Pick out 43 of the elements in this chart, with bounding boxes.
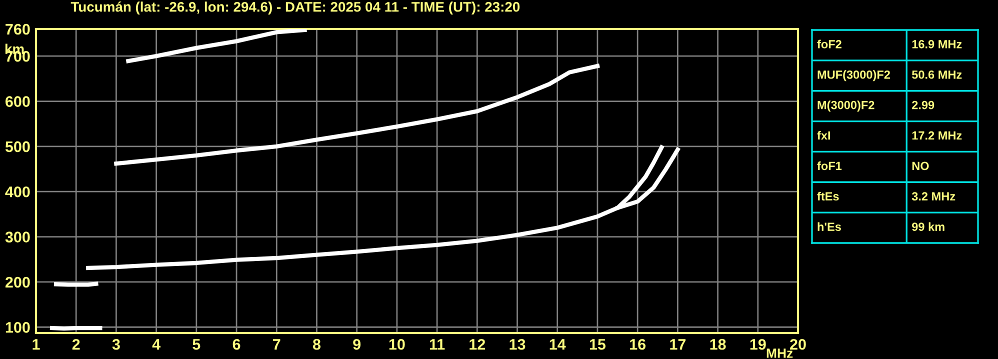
x-tick-label: 13	[510, 338, 526, 350]
x-tick-label: 19	[750, 338, 766, 350]
text: fxI	[817, 130, 830, 140]
text: 99 km	[912, 222, 944, 231]
x-tick-label: 7	[273, 339, 280, 350]
x-tick-label: 15	[590, 339, 606, 350]
y-tick-label: 760	[6, 24, 30, 35]
text: NO	[912, 162, 929, 170]
y-tick-label: 200	[5, 276, 30, 288]
text: MUF(3000)F2	[818, 70, 890, 82]
y-tick-label: 600	[6, 96, 30, 107]
y-tick-label: 100	[6, 322, 30, 333]
text: 17.2 MHz	[912, 131, 962, 140]
x-tick-label: 5	[192, 339, 200, 350]
text: 3.2 MHz	[912, 192, 956, 201]
x-axis-title: MHz	[766, 348, 793, 358]
x-tick-label: 12	[470, 338, 486, 350]
text: foF1	[817, 161, 842, 170]
x-tick-label: 1	[32, 339, 40, 350]
text: 2.99	[912, 100, 934, 110]
y-tick-label: 500	[5, 141, 30, 152]
x-tick-label: 18	[710, 338, 726, 350]
text: 50.6 MHz	[912, 70, 962, 79]
x-tick-label: 14	[550, 339, 566, 350]
y-tick-label: 400	[5, 186, 30, 198]
y-tick-label: 300	[5, 232, 30, 242]
x-tick-label: 16	[630, 338, 646, 350]
text: ftEs	[817, 192, 839, 201]
x-tick-label: 2	[72, 338, 80, 350]
text: M(3000)F2	[818, 100, 874, 112]
x-tick-label: 4	[152, 339, 160, 350]
x-tick-label: 6	[232, 338, 240, 350]
x-tick-label: 8	[312, 338, 321, 350]
x-tick-label: 9	[353, 338, 361, 350]
text: h'Es	[818, 222, 841, 231]
text: foF2	[817, 40, 842, 48]
x-tick-label: 11	[430, 339, 445, 350]
x-tick-label: 10	[389, 338, 405, 350]
x-tick-label: 3	[112, 338, 120, 350]
chart-title: Tucumán (lat: -26.9, lon: 294.6) - DATE: 2025 04 11 - TIME (UT): 23:20	[70, 1, 520, 15]
text: 16.9 MHz	[912, 40, 962, 48]
x-tick-label: 17	[670, 339, 686, 350]
x-tick-label: 20	[790, 338, 806, 350]
